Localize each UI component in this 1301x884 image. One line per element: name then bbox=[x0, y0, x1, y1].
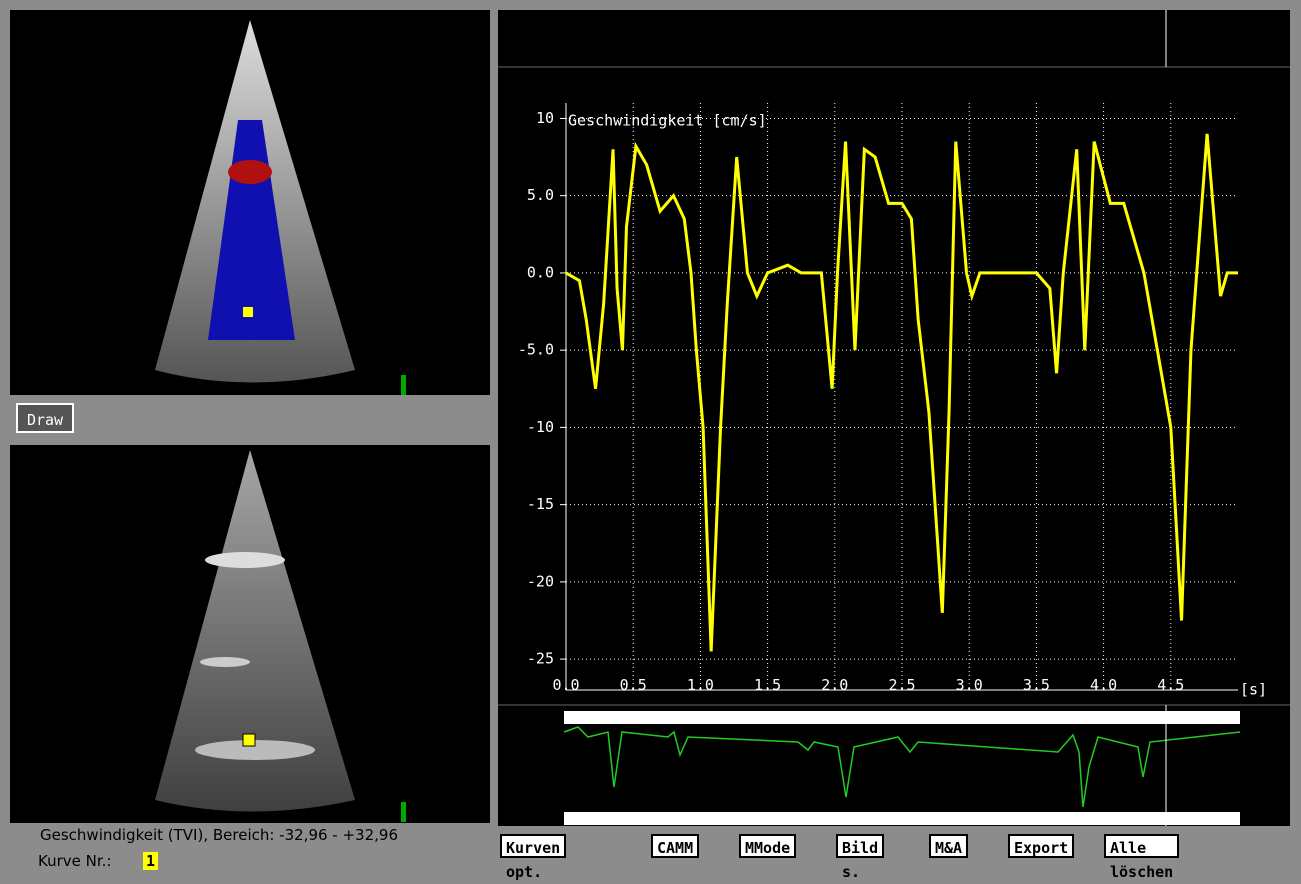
toolbar-button[interactable]: Kurven opt. bbox=[500, 834, 566, 858]
x-tick-label: 1.5 bbox=[754, 676, 781, 694]
ecg-bar bbox=[564, 711, 1240, 724]
y-tick-label: -25 bbox=[527, 650, 554, 668]
ecg-bar bbox=[564, 812, 1240, 825]
plot-panel: Geschwindigkeit [cm/s] [s] 10 5.0 0.0 -5.0 -… bbox=[498, 10, 1290, 826]
x-tick-label: 2.5 bbox=[888, 676, 915, 694]
draw-button[interactable]: Draw bbox=[16, 403, 74, 433]
status-text: Geschwindigkeit (TVI), Bereich: -32,96 -… bbox=[40, 826, 498, 844]
toolbar-button[interactable]: CAMM bbox=[651, 834, 699, 858]
y-tick-label: 5.0 bbox=[527, 186, 554, 204]
sample-gate bbox=[243, 307, 253, 317]
ecg-trace bbox=[564, 727, 1240, 807]
sample-gate bbox=[243, 734, 255, 746]
chart: Geschwindigkeit [cm/s] [s] 10 5.0 0.0 -5.0 -… bbox=[498, 10, 1290, 826]
toolbar-button[interactable]: Alle löschen bbox=[1104, 834, 1179, 858]
toolbar-button[interactable]: M&A bbox=[929, 834, 968, 858]
toolbar-button[interactable]: MMode bbox=[739, 834, 796, 858]
ultrasound-image bbox=[10, 445, 490, 823]
y-tick-label: 0.0 bbox=[527, 263, 554, 281]
x-tick-label: 2.0 bbox=[821, 676, 848, 694]
app-window: Draw Geschwindigkeit [cm/s] [s] 10 5.0 0.0… bbox=[0, 0, 1301, 874]
y-tick-label: -10 bbox=[527, 418, 554, 436]
y-tick-label: -15 bbox=[527, 495, 554, 513]
ultrasound-image bbox=[10, 10, 490, 395]
y-tick-label: 10 bbox=[536, 109, 554, 127]
x-tick-label: 4.5 bbox=[1157, 676, 1184, 694]
x-tick-label: 1.0 bbox=[687, 676, 714, 694]
x-tick-label: 0.5 bbox=[620, 676, 647, 694]
x-axis-title: [s] bbox=[1240, 681, 1267, 699]
x-tick-label: 4.0 bbox=[1090, 676, 1117, 694]
curve-number: 1 bbox=[143, 852, 158, 870]
curve-label: Kurve Nr.: bbox=[38, 852, 111, 870]
y-tick-label: -20 bbox=[527, 572, 554, 590]
x-tick-label: 0.0 bbox=[552, 676, 579, 694]
toolbar-button[interactable]: Bild s. bbox=[836, 834, 884, 858]
echo bbox=[205, 552, 285, 568]
x-tick-label: 3.5 bbox=[1023, 676, 1050, 694]
bmode-view bbox=[10, 445, 490, 823]
toolbar-button[interactable]: Export bbox=[1008, 834, 1074, 858]
color-doppler-view bbox=[10, 10, 490, 395]
x-tick-label: 3.0 bbox=[956, 676, 983, 694]
y-axis-title: Geschwindigkeit [cm/s] bbox=[568, 112, 767, 130]
marker bbox=[401, 375, 406, 395]
marker bbox=[401, 802, 406, 822]
flow bbox=[228, 160, 272, 184]
echo bbox=[200, 657, 250, 667]
y-tick-label: -5.0 bbox=[518, 341, 554, 359]
